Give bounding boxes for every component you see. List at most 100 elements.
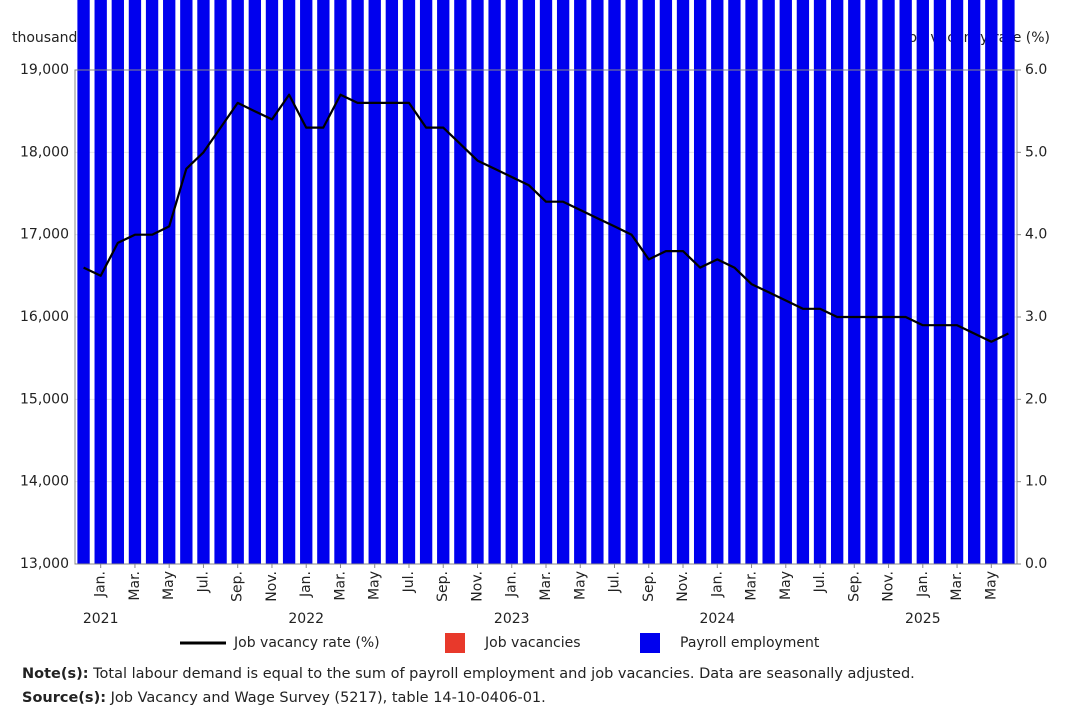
bar-segment [625,0,638,564]
bar-segment [865,0,878,565]
x-tick-label: Sep. [230,571,246,602]
bar-segment [163,0,176,564]
bar-segment [454,0,467,564]
bar-segment [385,0,399,564]
year-label: 2024 [699,611,735,627]
y2-tick-label: 0.0 [1025,556,1047,572]
bar-segment [419,0,433,564]
bar-segment [300,0,313,564]
x-tick-label: Jul. [607,571,623,593]
bar-segment [676,0,690,564]
legend-swatch [640,633,660,653]
bar-segment [351,0,364,564]
legend-label: Job vacancy rate (%) [233,635,380,651]
bar-segment [334,0,347,564]
year-label: 2025 [905,611,941,627]
x-tick-label: Mar. [949,571,965,601]
x-tick-label: Nov. [881,571,897,602]
bar-segment [522,0,536,564]
bar-segment [556,0,570,564]
bar-segment [950,0,964,564]
bar-segment [265,0,279,564]
bar-segment [916,0,929,564]
year-label: 2021 [83,611,119,627]
y2-tick-label: 4.0 [1025,227,1047,243]
bar-segment [539,0,553,564]
bar-segment [899,0,912,565]
bar-segment [762,0,775,564]
bar-segment [437,0,450,564]
x-tick-label: Nov. [264,571,280,602]
x-tick-label: Sep. [641,571,657,602]
bar-segment [111,0,124,564]
source-text: Job Vacancy and Wage Survey (5217), tabl… [110,690,546,706]
x-tick-label: Jul. [812,571,828,593]
x-tick-label: Mar. [332,571,348,601]
y-tick-label: 17,000 [20,227,69,243]
bar-segment [145,0,159,564]
x-tick-label: May [572,571,588,600]
y-tick-label: 18,000 [20,144,69,160]
source-label: Source(s): [22,690,106,706]
line-series [83,93,1009,343]
bar-segment [642,0,655,564]
x-tick-label: Sep. [435,571,451,602]
y2-tick-label: 5.0 [1025,144,1047,160]
y-axis-title: thousands [12,30,85,46]
x-tick-label: May [161,571,177,600]
bar-segment [830,0,844,564]
bar-segment [728,0,741,564]
y2-tick-label: 6.0 [1025,62,1047,78]
bar-segment [745,0,758,564]
bar-segment [1002,0,1015,564]
x-tick-label: May [778,571,794,600]
y-tick-label: 16,000 [20,309,69,325]
bar-segment [214,0,227,564]
y-tick-label: 13,000 [20,556,69,572]
legend-swatch [445,633,465,653]
x-tick-label: Nov. [469,571,485,602]
bar-segment [128,0,142,564]
bar-segment [779,0,792,564]
x-tick-label: Jan. [915,571,931,598]
bar-segment [317,0,330,564]
x-tick-label: Nov. [675,571,691,602]
note-text: Total labour demand is equal to the sum … [92,666,915,682]
bar-segment [471,0,484,564]
bar-segment [796,0,810,564]
bar-segment [282,0,296,565]
source: Source(s): Job Vacancy and Wage Survey (… [22,690,546,706]
legend-label: Payroll employment [680,635,820,651]
bar-segment [402,0,416,564]
bar-segment [848,0,861,564]
bar-segment [933,0,947,564]
bar-segment [231,0,244,564]
x-tick-label: May [983,571,999,600]
x-tick-label: Jan. [93,571,109,598]
y-tick-label: 15,000 [20,391,69,407]
x-tick-label: Mar. [127,571,143,601]
y-tick-label: 19,000 [20,62,69,78]
bar-segment [659,0,673,564]
bar-segment [985,0,998,564]
note: Note(s): Total labour demand is equal to… [22,666,915,682]
bar-segment [968,0,981,564]
x-tick-label: Jan. [504,571,520,598]
bar-segment [591,0,604,564]
bar-segment [813,0,827,564]
x-tick-label: Jul. [401,571,417,593]
y-tick-label: 14,000 [20,474,69,490]
x-tick-label: Mar. [538,571,554,601]
bar-segment [197,0,210,564]
bar-segment [505,0,518,565]
y2-tick-label: 1.0 [1025,474,1047,490]
bar-segment [574,0,587,564]
bar-segment [882,0,895,564]
bar-segment [94,0,107,564]
bar-segment [693,0,707,564]
year-label: 2023 [494,611,530,627]
bar-segment [180,0,193,565]
bar-segment [488,0,501,564]
x-tick-label: Sep. [846,571,862,602]
x-tick-label: Mar. [744,571,760,601]
